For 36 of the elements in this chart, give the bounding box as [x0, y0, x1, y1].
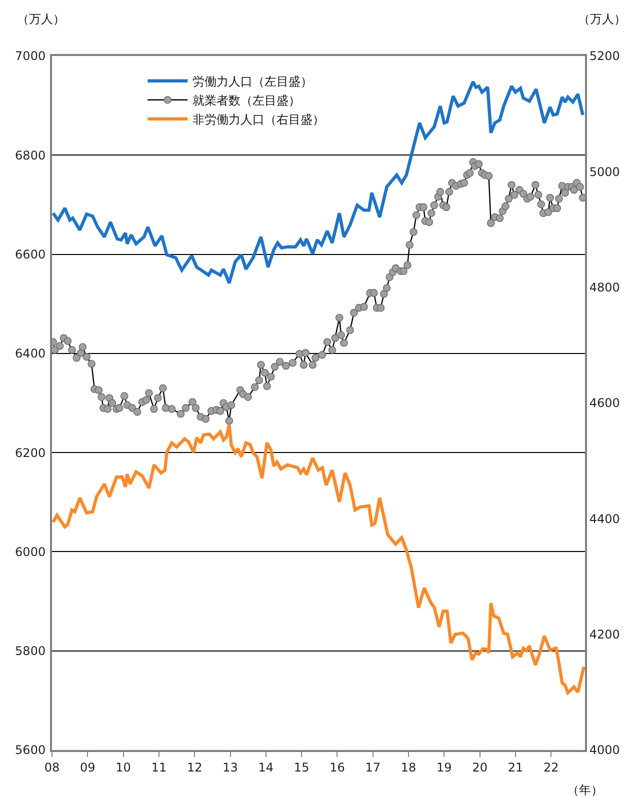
y2-tick-label: 5000: [589, 164, 620, 179]
y-tick-label: 6200: [15, 446, 46, 460]
x-tick-label: 18: [400, 760, 416, 774]
x-tick-label: 21: [508, 760, 524, 774]
y2-tick-label: 4400: [589, 512, 620, 526]
y-tick-label: 6000: [15, 544, 46, 559]
y-tick-label: 5800: [15, 644, 46, 658]
x-tick-label: 20: [472, 760, 488, 774]
x-axis-title: （年）: [567, 783, 603, 797]
y2-tick-label: 4600: [589, 396, 620, 410]
legend-label: 就業者数（左目盛）: [192, 94, 301, 108]
y-axis-title: （万人）: [17, 12, 65, 26]
legend-label: 非労働力人口（右目盛）: [192, 112, 325, 127]
x-tick-label: 16: [330, 760, 345, 774]
y2-axis-title: （万人）: [578, 12, 626, 26]
y2-tick-label: 4000: [589, 743, 620, 758]
y-tick-label: 6800: [15, 148, 46, 162]
y-tick-label: 5600: [15, 743, 46, 758]
x-tick-label: 13: [222, 760, 238, 774]
y2-tick-label: 4200: [589, 628, 620, 642]
x-tick-label: 17: [365, 760, 381, 774]
x-tick-label: 09: [80, 760, 96, 774]
legend-label: 労働力人口（左目盛）: [192, 74, 313, 89]
x-tick-label: 15: [294, 760, 310, 774]
y2-tick-label: 5200: [589, 49, 620, 64]
x-tick-label: 12: [186, 760, 202, 774]
y-tick-label: 6400: [15, 346, 46, 361]
x-tick-label: 08: [44, 760, 60, 774]
x-tick-label: 11: [151, 760, 167, 774]
x-tick-label: 10: [116, 760, 131, 774]
x-tick-label: 14: [258, 760, 274, 774]
x-tick-label: 19: [436, 760, 452, 774]
x-tick-label: 22: [543, 760, 559, 774]
y2-tick-label: 4800: [589, 280, 620, 295]
y-tick-label: 7000: [15, 49, 46, 64]
y-tick-label: 6600: [15, 247, 46, 262]
